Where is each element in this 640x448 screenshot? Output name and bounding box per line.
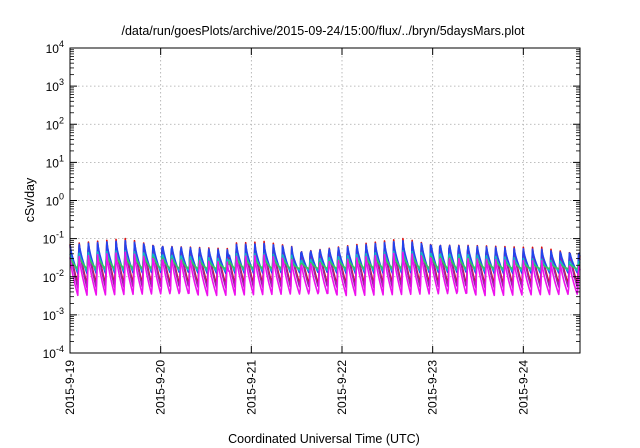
- y-tick-base: 10: [46, 195, 60, 209]
- series-line-5: [69, 251, 581, 297]
- y-tick-exponent: -2: [56, 268, 64, 278]
- grid-layer: [70, 48, 580, 353]
- y-tick-label: 10-1: [43, 230, 64, 247]
- y-tick-label: 10-2: [43, 268, 64, 285]
- y-tick-exponent: -4: [56, 344, 64, 354]
- y-tick-exponent: 0: [59, 192, 64, 202]
- y-tick-base: 10: [43, 233, 57, 247]
- y-tick-base: 10: [46, 42, 60, 56]
- y-tick-base: 10: [43, 347, 57, 361]
- y-tick-base: 10: [46, 156, 60, 170]
- y-tick-exponent: -3: [56, 306, 64, 316]
- y-tick-label: 103: [46, 77, 64, 94]
- y-tick-exponent: 4: [59, 39, 64, 49]
- y-tick-exponent: 3: [59, 77, 64, 87]
- y-tick-base: 10: [46, 118, 60, 132]
- y-tick-base: 10: [43, 271, 57, 285]
- x-tick-label: 2015-9-20: [154, 360, 168, 415]
- y-tick-base: 10: [43, 309, 57, 323]
- y-tick-label: 104: [46, 39, 64, 56]
- y-tick-label: 10-3: [43, 306, 64, 323]
- y-axis-label: cSv/day: [23, 177, 37, 222]
- series-layer: [69, 237, 581, 297]
- chart-title: /data/run/goesPlots/archive/2015-09-24/1…: [121, 24, 525, 38]
- x-tick-label: 2015-9-23: [426, 360, 440, 415]
- y-tick-base: 10: [46, 80, 60, 94]
- x-tick-label: 2015-9-24: [516, 360, 530, 415]
- y-tick-exponent: 1: [59, 153, 64, 163]
- x-tick-label: 2015-9-22: [335, 360, 349, 415]
- y-tick-exponent: -1: [56, 230, 64, 240]
- x-axis-label: Coordinated Universal Time (UTC): [228, 432, 420, 446]
- y-tick-label: 10-4: [43, 344, 64, 361]
- x-tick-label: 2015-9-21: [244, 360, 258, 415]
- axis-layer: 10-410-310-210-11001011021031042015-9-19…: [43, 39, 580, 415]
- y-tick-label: 102: [46, 115, 64, 132]
- y-tick-exponent: 2: [59, 115, 64, 125]
- x-tick-label: 2015-9-19: [63, 360, 77, 415]
- y-tick-label: 100: [46, 192, 64, 209]
- y-tick-label: 101: [46, 153, 64, 170]
